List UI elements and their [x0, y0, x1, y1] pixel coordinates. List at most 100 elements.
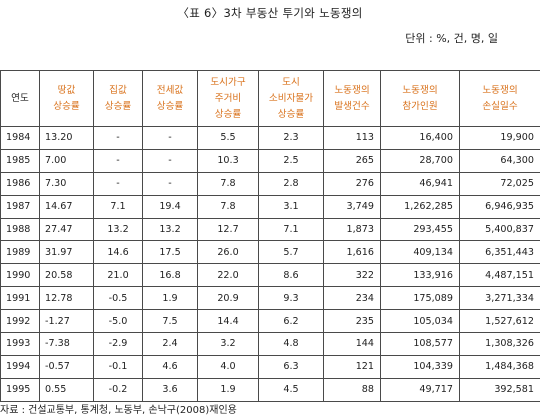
- table-row: 1986 7.30- -7.8 2.8 276 46,941 72,025: [0, 171, 540, 196]
- table-cell: 5.5: [197, 126, 259, 150]
- year-cell: 1988: [0, 217, 40, 242]
- table-cell: 19.4: [142, 194, 198, 219]
- table-cell: 3.2: [197, 332, 259, 356]
- table-row: 1995 0.55 -0.2 3.6 1.9 4.5 88 49,717 392,581: [0, 377, 540, 402]
- table-cell: 6.3: [258, 354, 324, 379]
- column-header-line: 주거비: [214, 92, 242, 104]
- column-header-line: 상승률: [277, 108, 305, 120]
- table-cell: 13.2: [142, 217, 198, 242]
- table-row: 1992 -1.27 -5.0 7.5 14.4 6.2 235 105,034 1,527,6…: [0, 309, 540, 334]
- table-cell: 235: [323, 309, 381, 334]
- table-cell: 7.8: [197, 194, 259, 219]
- table-cell: 14.4: [197, 309, 259, 334]
- table-cell: 19,900: [459, 126, 540, 150]
- table-cell: -: [142, 148, 198, 173]
- table-cell: 20.9: [197, 286, 259, 311]
- table-cell: -: [93, 171, 143, 196]
- table-cell: 3.6: [142, 377, 198, 402]
- column-header-line: 소비자물가: [268, 92, 314, 104]
- year-cell: 1990: [0, 263, 40, 288]
- table-cell: -1.27: [39, 309, 94, 334]
- table-cell: -0.57: [39, 354, 94, 379]
- table-cell: 6,351,443: [459, 240, 540, 265]
- table-cell: 322: [323, 263, 381, 288]
- header-row: 연도 땅값 상승률 집값 상승률 전세값 상승률 도시가구 주거비 상승률 도시 소비자물가 상승률 노동…: [0, 70, 540, 127]
- table-cell: 3.1: [258, 194, 324, 219]
- column-header-line: 상승률: [53, 100, 80, 112]
- column-header-line: 노동쟁의: [482, 84, 518, 96]
- year-cell: 1986: [0, 171, 40, 196]
- column-header-line: 참가인원: [402, 100, 438, 112]
- table-row: 1985 7.00- -10.3 2.5 265 28,700 64,300: [0, 148, 540, 173]
- column-header-line: 땅값: [57, 84, 76, 96]
- column-header-line: 노동쟁의: [334, 84, 370, 96]
- column-header-year: 연도: [0, 70, 40, 127]
- table-cell: 8.6: [258, 263, 324, 288]
- column-header-line: 상승률: [156, 100, 184, 112]
- column-header-line: 도시가구: [210, 76, 246, 88]
- column-header-line: 상승률: [214, 108, 242, 120]
- table-cell: 0.55: [39, 377, 94, 402]
- table-cell: 49,717: [380, 377, 460, 402]
- table-cell: -2.9: [93, 332, 143, 356]
- source-note: 자료 : 건설교통부, 통계청, 노동부, 손낙구(2008)재인용: [0, 405, 237, 416]
- column-header-line: 집값: [109, 84, 127, 96]
- table-cell: 14.6: [93, 240, 143, 265]
- table-cell: 5,400,837: [459, 217, 540, 242]
- table-cell: 22.0: [197, 263, 259, 288]
- column-header-line: 상승률: [104, 100, 132, 112]
- table-cell: 113: [323, 126, 381, 150]
- year-cell: 1984: [0, 126, 40, 150]
- table-cell: 1,616: [323, 240, 381, 265]
- table-cell: 13.2: [93, 217, 143, 242]
- table-cell: 7.5: [142, 309, 198, 334]
- column-header-line: 전세값: [156, 84, 184, 96]
- table-cell: 3,271,334: [459, 286, 540, 311]
- table-cell: 7.30: [39, 171, 94, 196]
- year-cell: 1994: [0, 354, 40, 379]
- table-cell: 175,089: [380, 286, 460, 311]
- table-cell: 31.97: [39, 240, 94, 265]
- unit-note: 단위 : %, 건, 명, 일: [405, 32, 498, 45]
- table-row: 1991 12.78 -0.5 1.9 20.9 9.3 234 175,089 3,271,3…: [0, 286, 540, 311]
- column-header-line: 발생건수: [334, 100, 370, 112]
- year-cell: 1985: [0, 148, 40, 173]
- column-header: 도시 소비자물가 상승률: [258, 70, 324, 127]
- table-cell: 2.5: [258, 148, 324, 173]
- table-cell: 9.3: [258, 286, 324, 311]
- column-header-line: 손실일수: [482, 100, 518, 112]
- table-cell: 12.7: [197, 217, 259, 242]
- table-cell: 10.3: [197, 148, 259, 173]
- table-cell: 12.78: [39, 286, 94, 311]
- table-cell: 105,034: [380, 309, 460, 334]
- table-cell: 6,946,935: [459, 194, 540, 219]
- table-cell: -: [142, 171, 198, 196]
- table-row: 1990 20.58 21.0 16.8 22.0 8.6 322 133,916 4,487,…: [0, 263, 540, 288]
- year-cell: 1993: [0, 332, 40, 356]
- table-cell: 3,749: [323, 194, 381, 219]
- year-cell: 1995: [0, 377, 40, 402]
- table-row: 1993 -7.38 -2.9 2.4 3.2 4.8 144 108,577 1,308,32…: [0, 332, 540, 356]
- table-cell: 13.20: [39, 126, 94, 150]
- table-cell: 293,455: [380, 217, 460, 242]
- year-cell: 1989: [0, 240, 40, 265]
- table-cell: 64,300: [459, 148, 540, 173]
- table-cell: 4.5: [258, 377, 324, 402]
- table-cell: 7.8: [197, 171, 259, 196]
- table-cell: -0.2: [93, 377, 143, 402]
- table-cell: 1,308,326: [459, 332, 540, 356]
- data-table: 연도 땅값 상승률 집값 상승률 전세값 상승률 도시가구 주거비 상승률 도시 소비자물가 상승률 노동…: [0, 70, 540, 402]
- table-body: 1984 13.20- -5.5 2.3 113 16,400 19,900 1985 7.00…: [0, 126, 540, 402]
- table-row: 1987 14.67 7.1 19.4 7.8 3.1 3,749 1,262,285 6,94…: [0, 194, 540, 219]
- table-cell: 46,941: [380, 171, 460, 196]
- table-cell: 2.3: [258, 126, 324, 150]
- table-cell: 88: [323, 377, 381, 402]
- table-title: 〈표 6〉3차 부동산 투기와 노동쟁의: [177, 6, 363, 20]
- table-cell: 17.5: [142, 240, 198, 265]
- table-cell: 16.8: [142, 263, 198, 288]
